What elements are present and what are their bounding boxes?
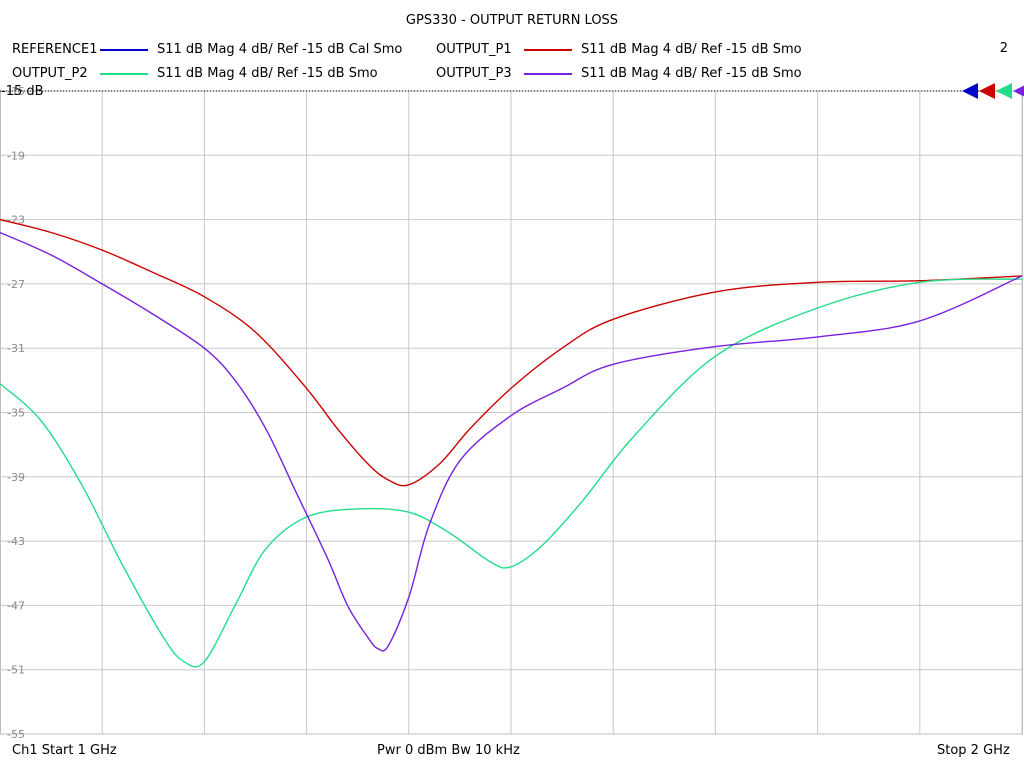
chart-grid bbox=[0, 90, 1023, 735]
legend-name: REFERENCE1 bbox=[12, 42, 98, 57]
legend-entry-output-p2: OUTPUT_P2 S11 dB Mag 4 dB/ Ref -15 dB Sm… bbox=[12, 65, 432, 83]
y-tick-label: -31 bbox=[7, 342, 25, 355]
footer-stop: Stop 2 GHz bbox=[937, 743, 1010, 758]
y-tick-label: -27 bbox=[7, 278, 25, 291]
y-tick-label: -39 bbox=[7, 471, 25, 484]
legend-name: OUTPUT_P3 bbox=[436, 66, 512, 81]
legend-description: S11 dB Mag 4 dB/ Ref -15 dB Smo bbox=[581, 42, 802, 57]
legend-swatch bbox=[100, 73, 148, 75]
series-line bbox=[0, 278, 1023, 668]
y-tick-label: -19 bbox=[7, 149, 25, 162]
legend-entry-output-p1: OUTPUT_P1 S11 dB Mag 4 dB/ Ref -15 dB Sm… bbox=[436, 41, 856, 59]
chart-title: GPS330 - OUTPUT RETURN LOSS bbox=[405, 13, 619, 28]
reference-level-label: -15 dB bbox=[1, 84, 44, 99]
legend-description: S11 dB Mag 4 dB/ Ref -15 dB Cal Smo bbox=[157, 42, 403, 57]
legend-swatch bbox=[524, 49, 572, 51]
footer-start: Ch1 Start 1 GHz bbox=[12, 743, 117, 758]
legend-name: OUTPUT_P2 bbox=[12, 66, 88, 81]
y-axis-ticks: -15-19-23-27-31-35-39-43-47-51-55 bbox=[7, 85, 25, 741]
reference-marker bbox=[979, 83, 995, 99]
series-line bbox=[0, 218, 1023, 487]
y-tick-label: -35 bbox=[7, 407, 25, 420]
series-lines bbox=[0, 218, 1023, 668]
y-tick-label: -55 bbox=[7, 728, 25, 741]
legend-entry-reference1: REFERENCE1 S11 dB Mag 4 dB/ Ref -15 dB C… bbox=[12, 41, 432, 59]
legend-swatch bbox=[524, 73, 572, 75]
reference-marker bbox=[962, 83, 978, 99]
channel-number: 2 bbox=[999, 41, 1008, 56]
plot-frame bbox=[0, 90, 1023, 735]
series-line bbox=[0, 231, 1023, 652]
y-tick-label: -23 bbox=[7, 214, 25, 227]
y-tick-label: -43 bbox=[7, 535, 25, 548]
reference-marker bbox=[996, 83, 1012, 99]
legend-swatch bbox=[100, 49, 148, 51]
legend-name: OUTPUT_P1 bbox=[436, 42, 512, 57]
legend-entry-output-p3: OUTPUT_P3 S11 dB Mag 4 dB/ Ref -15 dB Sm… bbox=[436, 65, 856, 83]
footer-power-bandwidth: Pwr 0 dBm Bw 10 kHz bbox=[377, 743, 520, 758]
legend-description: S11 dB Mag 4 dB/ Ref -15 dB Smo bbox=[581, 66, 802, 81]
reference-marker bbox=[1013, 85, 1024, 97]
reference-markers bbox=[962, 83, 1024, 99]
legend-description: S11 dB Mag 4 dB/ Ref -15 dB Smo bbox=[157, 66, 378, 81]
y-tick-label: -51 bbox=[7, 664, 25, 677]
y-tick-label: -47 bbox=[7, 599, 25, 612]
